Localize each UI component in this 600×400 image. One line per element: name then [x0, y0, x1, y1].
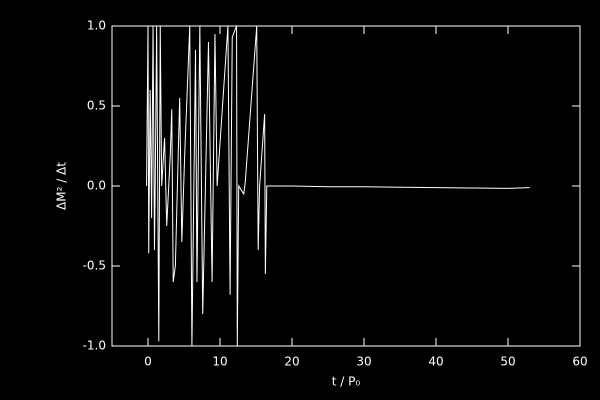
data-line — [146, 25, 530, 347]
x-tick-label: 0 — [144, 355, 152, 369]
y-tick-label: -1.0 — [83, 339, 106, 353]
y-tick-label: -0.5 — [83, 259, 106, 273]
y-tick-label: 0.0 — [87, 179, 106, 193]
x-tick-label: 30 — [356, 355, 371, 369]
y-tick-label: 1.0 — [87, 19, 106, 33]
x-tick-label: 10 — [212, 355, 227, 369]
plot-frame — [111, 25, 581, 347]
x-tick-label: 40 — [428, 355, 443, 369]
x-tick-label: 60 — [572, 355, 587, 369]
x-axis-label: t / P₀ — [332, 375, 361, 389]
x-tick-label: 20 — [284, 355, 299, 369]
y-tick-label: 0.5 — [87, 99, 106, 113]
x-tick-label: 50 — [500, 355, 515, 369]
y-axis-label: ΔM² / Δt — [55, 162, 69, 210]
